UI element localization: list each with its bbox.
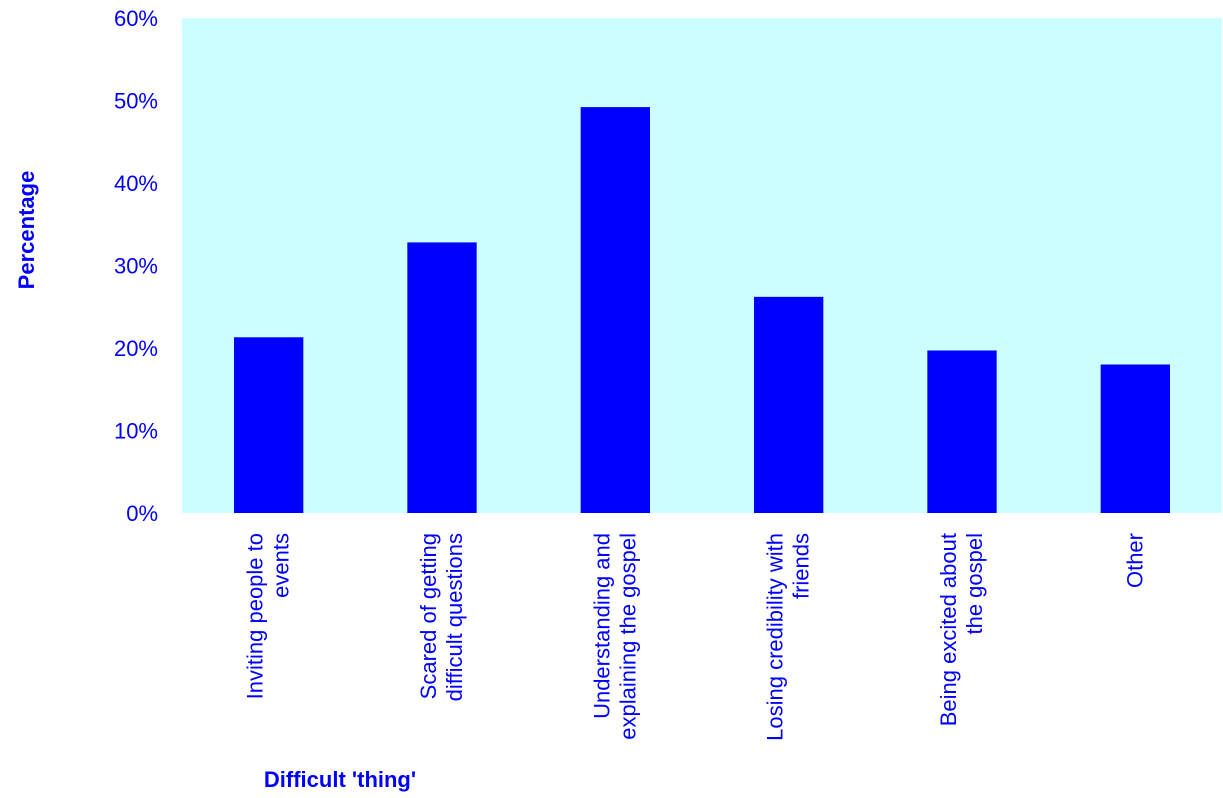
category-label: Losing credibility withfriends — [763, 533, 814, 741]
category-label: Scared of gettingdifficult questions — [416, 533, 467, 701]
plot-area — [182, 18, 1222, 513]
y-tick-label: 50% — [114, 89, 158, 114]
y-tick-label: 60% — [114, 6, 158, 31]
category-label: Inviting people toevents — [243, 533, 294, 699]
category-label: Understanding andexplaining the gospel — [589, 533, 640, 740]
y-axis-title: Percentage — [14, 171, 39, 290]
bar — [754, 296, 824, 513]
y-tick-label: 10% — [114, 419, 158, 444]
bar — [234, 337, 304, 513]
y-tick-label: 20% — [114, 336, 158, 361]
y-tick-label: 40% — [114, 171, 158, 196]
bar — [927, 350, 997, 513]
category-label: Being excited aboutthe gospel — [936, 533, 987, 726]
bar — [1100, 364, 1170, 513]
y-tick-label: 30% — [114, 254, 158, 279]
x-axis-title: Difficult 'thing' — [264, 767, 416, 792]
bar — [407, 242, 477, 513]
bar — [580, 107, 650, 513]
y-tick-label: 0% — [126, 501, 158, 526]
category-label: Other — [1122, 533, 1147, 588]
